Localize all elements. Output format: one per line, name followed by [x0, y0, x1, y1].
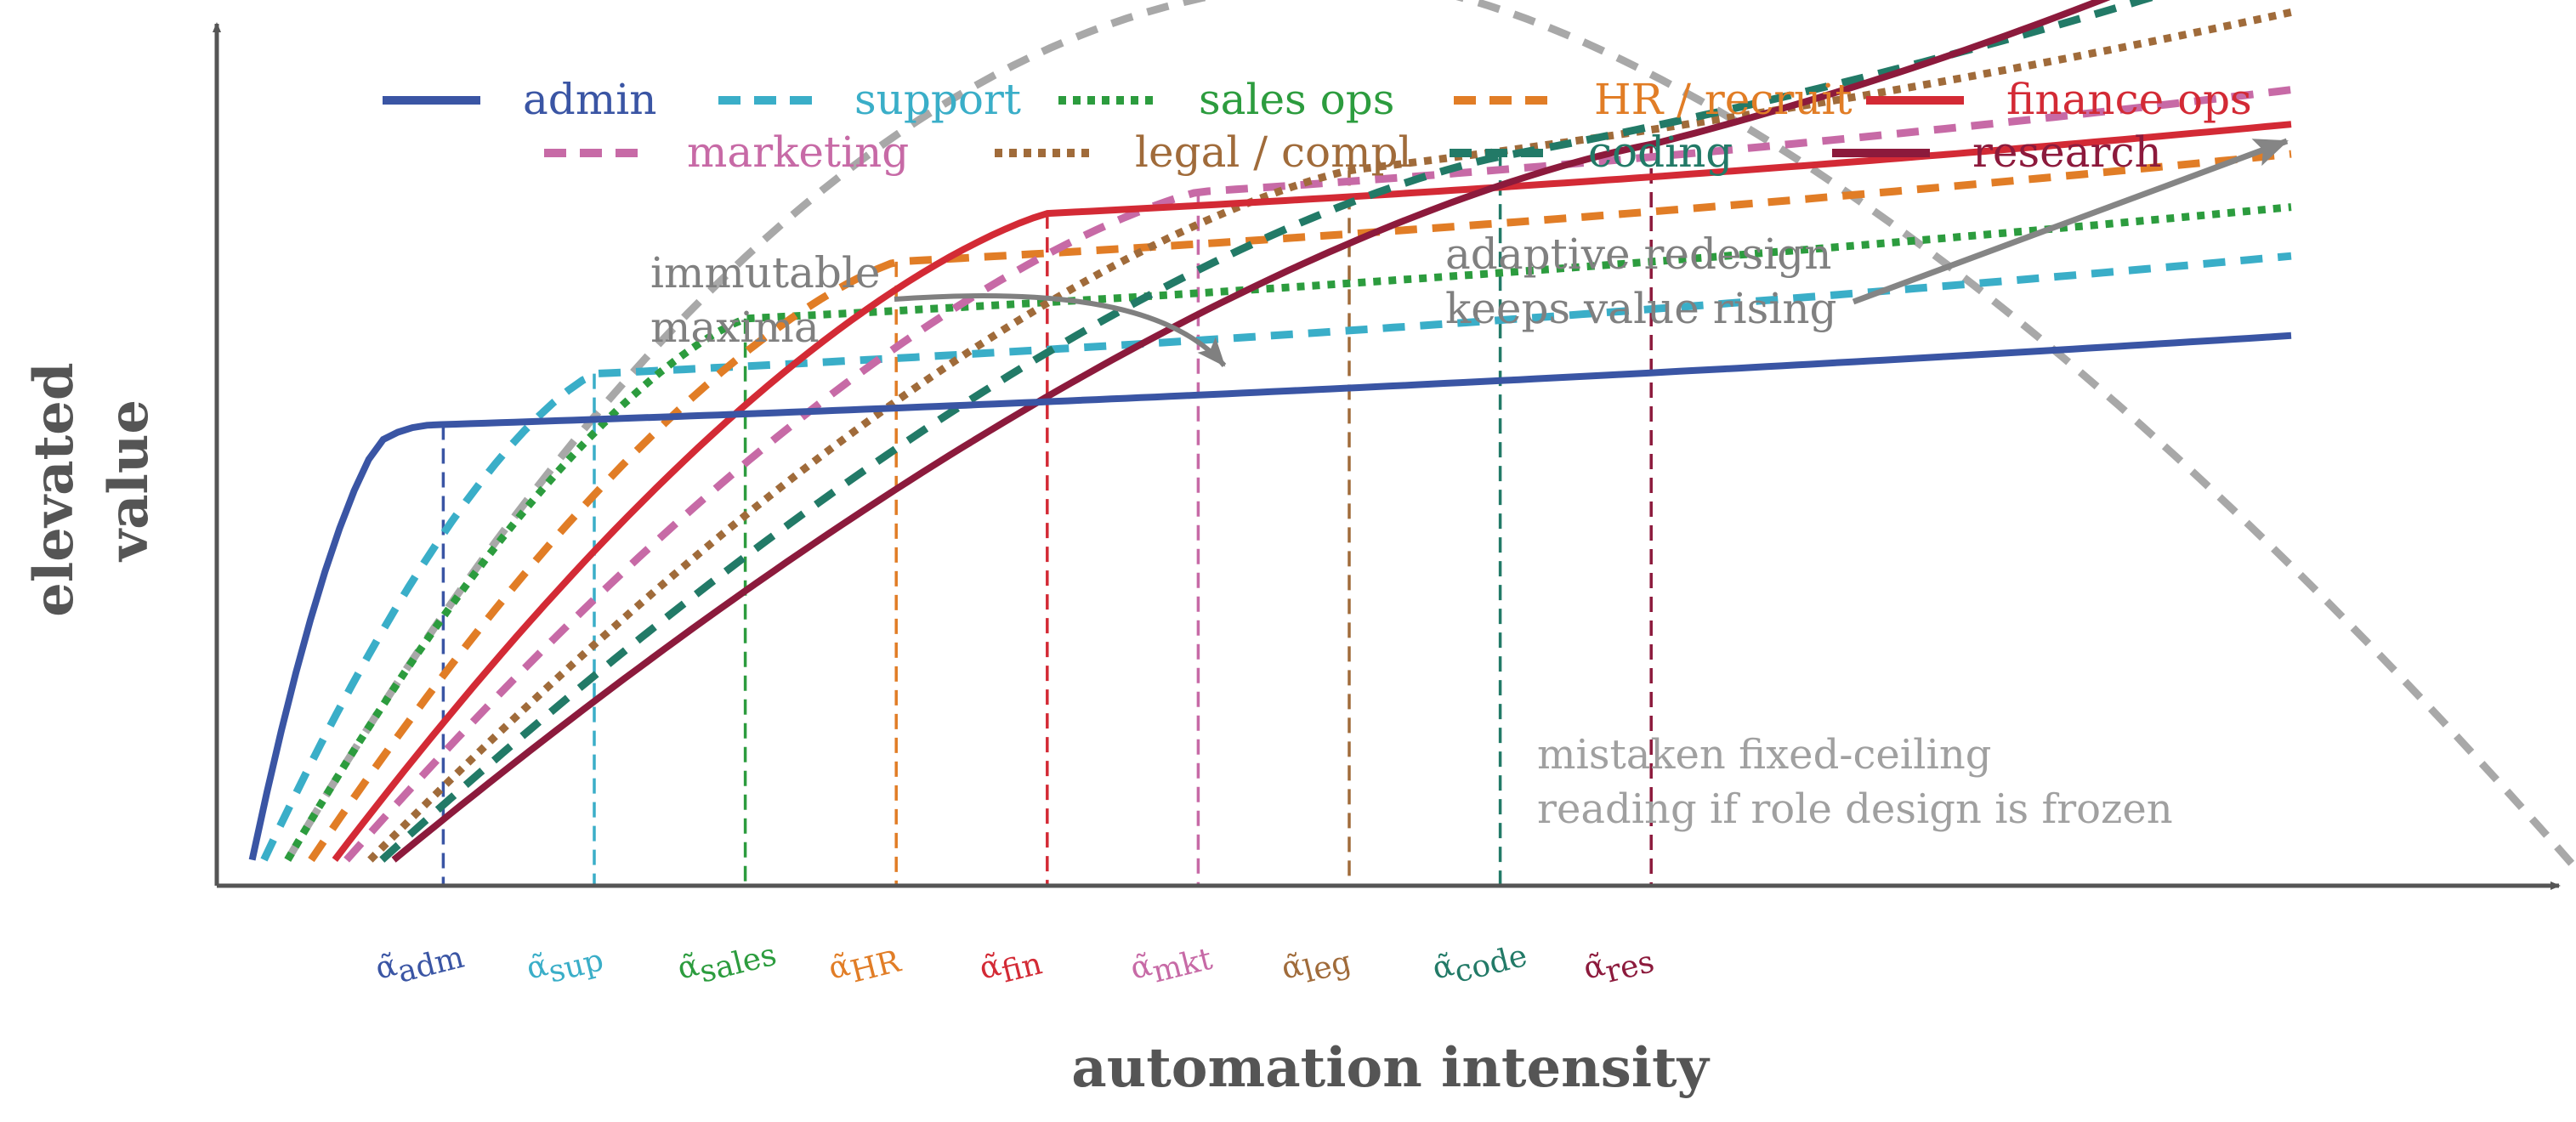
legend-item-sup: support [718, 75, 1021, 124]
threshold-label-code: α̃code [1429, 930, 1531, 994]
legend-item-HR: HR / recruit [1454, 75, 1853, 124]
plot-area [248, 0, 2576, 886]
y-axis-label: elevated value [22, 343, 161, 617]
legend-label-res: research [1972, 128, 2162, 177]
series-lines [248, 0, 2292, 863]
legend-label-code: coding [1588, 128, 1733, 177]
annotations: immutable maxima adaptive redesign keeps… [650, 138, 2289, 833]
threshold-label-sub: code [1451, 938, 1531, 990]
threshold-label-sub: fin [998, 946, 1046, 989]
legend-label-sup: support [854, 75, 1021, 124]
threshold-label-sub: leg [1300, 944, 1354, 989]
threshold-label-sub: HR [847, 944, 905, 989]
y-axis-label-line-2: value [97, 400, 161, 563]
y-axis-label-line-1: elevated [22, 362, 86, 616]
legend-item-mkt: marketing [544, 128, 909, 177]
threshold-label-fin: α̃fin [976, 938, 1046, 995]
annotation-line: reading if role design is frozen [1537, 785, 2173, 833]
threshold-label-leg: α̃leg [1278, 937, 1354, 995]
legend-label-mkt: marketing [687, 128, 909, 177]
legend-label-fin: finance ops [2006, 75, 2252, 124]
legend-item-res: research [1832, 128, 2162, 177]
legend-label-sales: sales ops [1199, 75, 1394, 124]
series-line-code [379, 0, 2156, 863]
series-line-adm [248, 332, 2292, 861]
series-line-fin [332, 121, 2292, 863]
series-line-HR [308, 150, 2292, 863]
annotation-line: maxima [650, 303, 820, 352]
threshold-label-res: α̃res [1580, 936, 1657, 994]
threshold-label-sales: α̃sales [674, 929, 780, 994]
annotation-adaptive-redesign: adaptive redesign keeps value rising [1445, 230, 1845, 333]
legend-item-code: coding [1450, 128, 1733, 177]
threshold-label-sub: sup [545, 943, 607, 989]
threshold-label-sub: res [1602, 944, 1657, 990]
legend-item-fin: finance ops [1866, 75, 2252, 124]
annotation-frozen-reading: mistaken fixed-ceiling reading if role d… [1537, 731, 2173, 833]
threshold-label-sub: mkt [1149, 942, 1217, 990]
series-line-leg [367, 8, 2292, 863]
series-line-sales [284, 203, 2292, 862]
threshold-label-HR: α̃HR [825, 936, 905, 995]
legend-label-HR: HR / recruit [1594, 75, 1853, 124]
axes [213, 22, 2561, 890]
annotation-line: immutable [650, 248, 881, 298]
frozen-ceiling-curve [284, 0, 2576, 871]
legend-item-sales: sales ops [1058, 75, 1394, 124]
adaptive-pointer-arrow [1852, 138, 2289, 305]
annotation-line: keeps value rising [1445, 284, 1837, 333]
legend-label-adm: admin [523, 75, 656, 124]
threshold-label-sub: sales [696, 938, 780, 990]
x-axis-label: automation intensity [1071, 1036, 1710, 1100]
threshold-label-sub: adm [394, 940, 468, 990]
legend-label-leg: legal / compl [1135, 128, 1412, 177]
annotation-line: mistaken fixed-ceiling [1537, 731, 1992, 779]
series-line-mkt [343, 86, 2292, 863]
series-line-res [391, 0, 2111, 863]
threshold-label-mkt: α̃mkt [1127, 933, 1217, 995]
legend-item-adm: admin [383, 75, 656, 124]
legend: admin support sales ops HR / recruit finance… [383, 75, 2252, 177]
maxima-pointer-arrow [894, 293, 1227, 367]
annotation-line: adaptive redesign [1445, 230, 1831, 279]
threshold-label-adm: α̃adm [372, 932, 468, 994]
threshold-label-sup: α̃sup [523, 934, 607, 994]
legend-item-leg: legal / compl [995, 128, 1412, 177]
annotation-immutable-maxima: immutable maxima [650, 248, 894, 352]
threshold-labels: α̃adm α̃sup α̃sales α̃HR α̃fin α̃mkt α̃leg α̃co… [372, 929, 1658, 995]
axis-labels: automation intensity elevated value [22, 343, 1711, 1100]
series-line-sup [260, 252, 2292, 862]
